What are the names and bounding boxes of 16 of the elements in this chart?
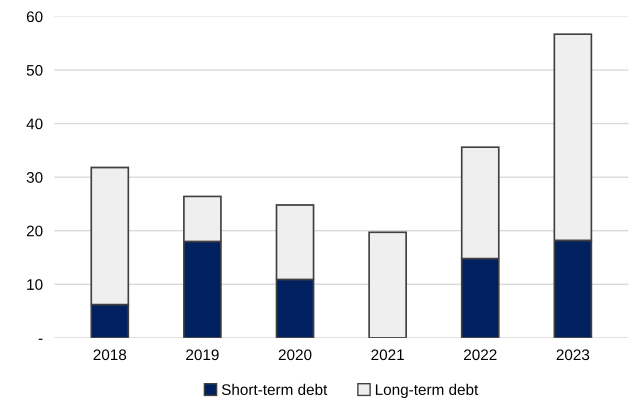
- legend-label: Long-term debt: [376, 384, 478, 398]
- bar: [368, 231, 407, 338]
- y-tick-label: -: [38, 338, 42, 340]
- y-tick-label: 30: [26, 172, 43, 183]
- x-tick-label: 2023: [556, 349, 590, 360]
- x-tick-label: 2019: [186, 349, 219, 360]
- x-tick-label: 2020: [278, 349, 312, 360]
- x-tick-label: 2021: [371, 349, 404, 360]
- y-tick-label: 10: [27, 279, 43, 290]
- y-tick-label: 40: [26, 118, 43, 130]
- legend-label: Short-term debt: [222, 384, 328, 396]
- y-tick-label: 20: [26, 226, 43, 236]
- x-tick-label: 2018: [94, 349, 126, 360]
- x-tick-label: 2022: [464, 349, 496, 360]
- y-tick-label: 50: [26, 64, 43, 76]
- y-tick-label: 60: [26, 11, 43, 22]
